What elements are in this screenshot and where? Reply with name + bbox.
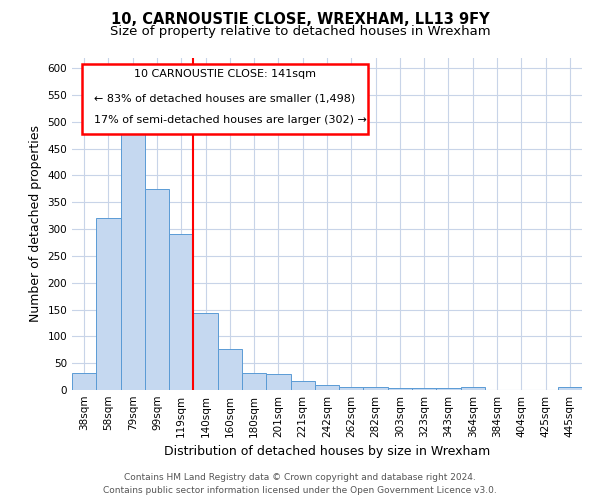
Bar <box>193 313 218 390</box>
Text: Size of property relative to detached houses in Wrexham: Size of property relative to detached ho… <box>110 25 490 38</box>
Bar <box>169 234 193 390</box>
Text: 10, CARNOUSTIE CLOSE, WREXHAM, LL13 9FY: 10, CARNOUSTIE CLOSE, WREXHAM, LL13 9FY <box>110 12 490 28</box>
Bar <box>388 388 412 390</box>
Bar <box>266 374 290 390</box>
Bar <box>315 385 339 390</box>
Bar <box>412 388 436 390</box>
Text: 10 CARNOUSTIE CLOSE: 141sqm: 10 CARNOUSTIE CLOSE: 141sqm <box>134 69 316 79</box>
X-axis label: Distribution of detached houses by size in Wrexham: Distribution of detached houses by size … <box>164 446 490 458</box>
Text: ← 83% of detached houses are smaller (1,498): ← 83% of detached houses are smaller (1,… <box>94 93 355 103</box>
Bar <box>145 189 169 390</box>
Text: 17% of semi-detached houses are larger (302) →: 17% of semi-detached houses are larger (… <box>94 115 367 125</box>
Bar <box>290 381 315 390</box>
Bar <box>218 349 242 390</box>
Bar <box>72 373 96 390</box>
Bar <box>364 388 388 390</box>
Bar <box>558 388 582 390</box>
Y-axis label: Number of detached properties: Number of detached properties <box>29 125 42 322</box>
Bar <box>461 388 485 390</box>
FancyBboxPatch shape <box>82 64 368 134</box>
Bar <box>96 218 121 390</box>
Text: Contains HM Land Registry data © Crown copyright and database right 2024.
Contai: Contains HM Land Registry data © Crown c… <box>103 474 497 495</box>
Bar <box>436 388 461 390</box>
Bar <box>339 387 364 390</box>
Bar <box>242 373 266 390</box>
Bar <box>121 132 145 390</box>
